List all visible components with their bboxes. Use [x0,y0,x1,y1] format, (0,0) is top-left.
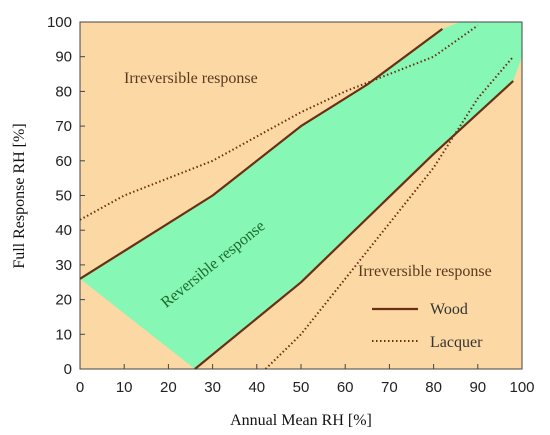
region-label-upper-left: Irreversible response [124,70,258,87]
y-axis-ticks: 0 10 20 30 40 50 60 70 80 90 100 [47,14,85,378]
y-tick-label-70: 70 [55,118,72,135]
legend-label-lacquer: Lacquer [430,334,483,351]
x-tick-label-50: 50 [293,379,310,396]
x-axis-title: Annual Mean RH [%] [230,412,372,429]
x-tick-label-70: 70 [381,379,398,396]
y-tick-label-80: 80 [55,83,72,100]
x-tick-label-10: 10 [116,379,133,396]
x-tick-label-100: 100 [509,379,534,396]
y-tick-label-0: 0 [64,361,72,378]
x-tick-label-40: 40 [248,379,265,396]
y-tick-label-20: 20 [55,292,72,309]
y-tick-label-30: 30 [55,257,72,274]
x-tick-label-90: 90 [469,379,486,396]
y-tick-label-40: 40 [55,222,72,239]
region-label-lower-right: Irreversible response [358,263,492,280]
y-tick-label-90: 90 [55,49,72,66]
y-tick-label-10: 10 [55,326,72,343]
x-tick-label-0: 0 [76,379,84,396]
series-lacquer-line-2 [264,56,514,370]
x-tick-label-80: 80 [425,379,442,396]
reversible-band [80,22,522,369]
legend: Wood Lacquer [372,301,483,351]
series-wood-line-1 [79,28,444,280]
reversible-band-layer [80,22,522,369]
x-tick-label-20: 20 [160,379,177,396]
series-lines-layer [79,24,514,370]
y-tick-label-100: 100 [47,14,72,31]
legend-label-wood: Wood [430,301,468,318]
series-wood-line-2 [194,80,514,370]
x-tick-label-60: 60 [337,379,354,396]
x-axis-ticks: 0 10 20 30 40 50 60 70 80 90 100 [76,364,535,396]
y-axis-title: Full Response RH [%] [11,123,28,268]
y-tick-label-60: 60 [55,153,72,170]
x-tick-label-30: 30 [204,379,221,396]
y-tick-label-50: 50 [55,188,72,205]
